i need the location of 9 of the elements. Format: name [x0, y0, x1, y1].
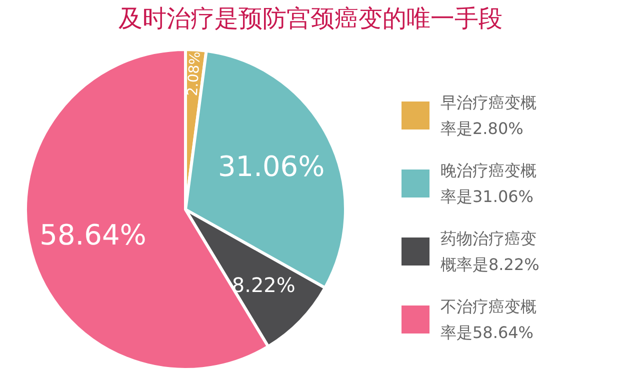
legend-label: 早治疗癌变概率是2.80% [440, 93, 536, 138]
chart-title: 及时治疗是预防宫颈癌变的唯一手段 [118, 4, 502, 32]
legend-label: 晚治疗癌变概率是31.06% [440, 161, 536, 206]
data-label: 58.64% [40, 218, 146, 252]
legend-label: 不治疗癌变概率是58.64% [440, 297, 536, 342]
data-label: 31.06% [218, 150, 325, 184]
legend-label: 药物治疗癌变概率是8.22% [440, 229, 540, 274]
data-label: 8.22% [232, 273, 296, 298]
data-label: 2.08% [184, 51, 204, 96]
